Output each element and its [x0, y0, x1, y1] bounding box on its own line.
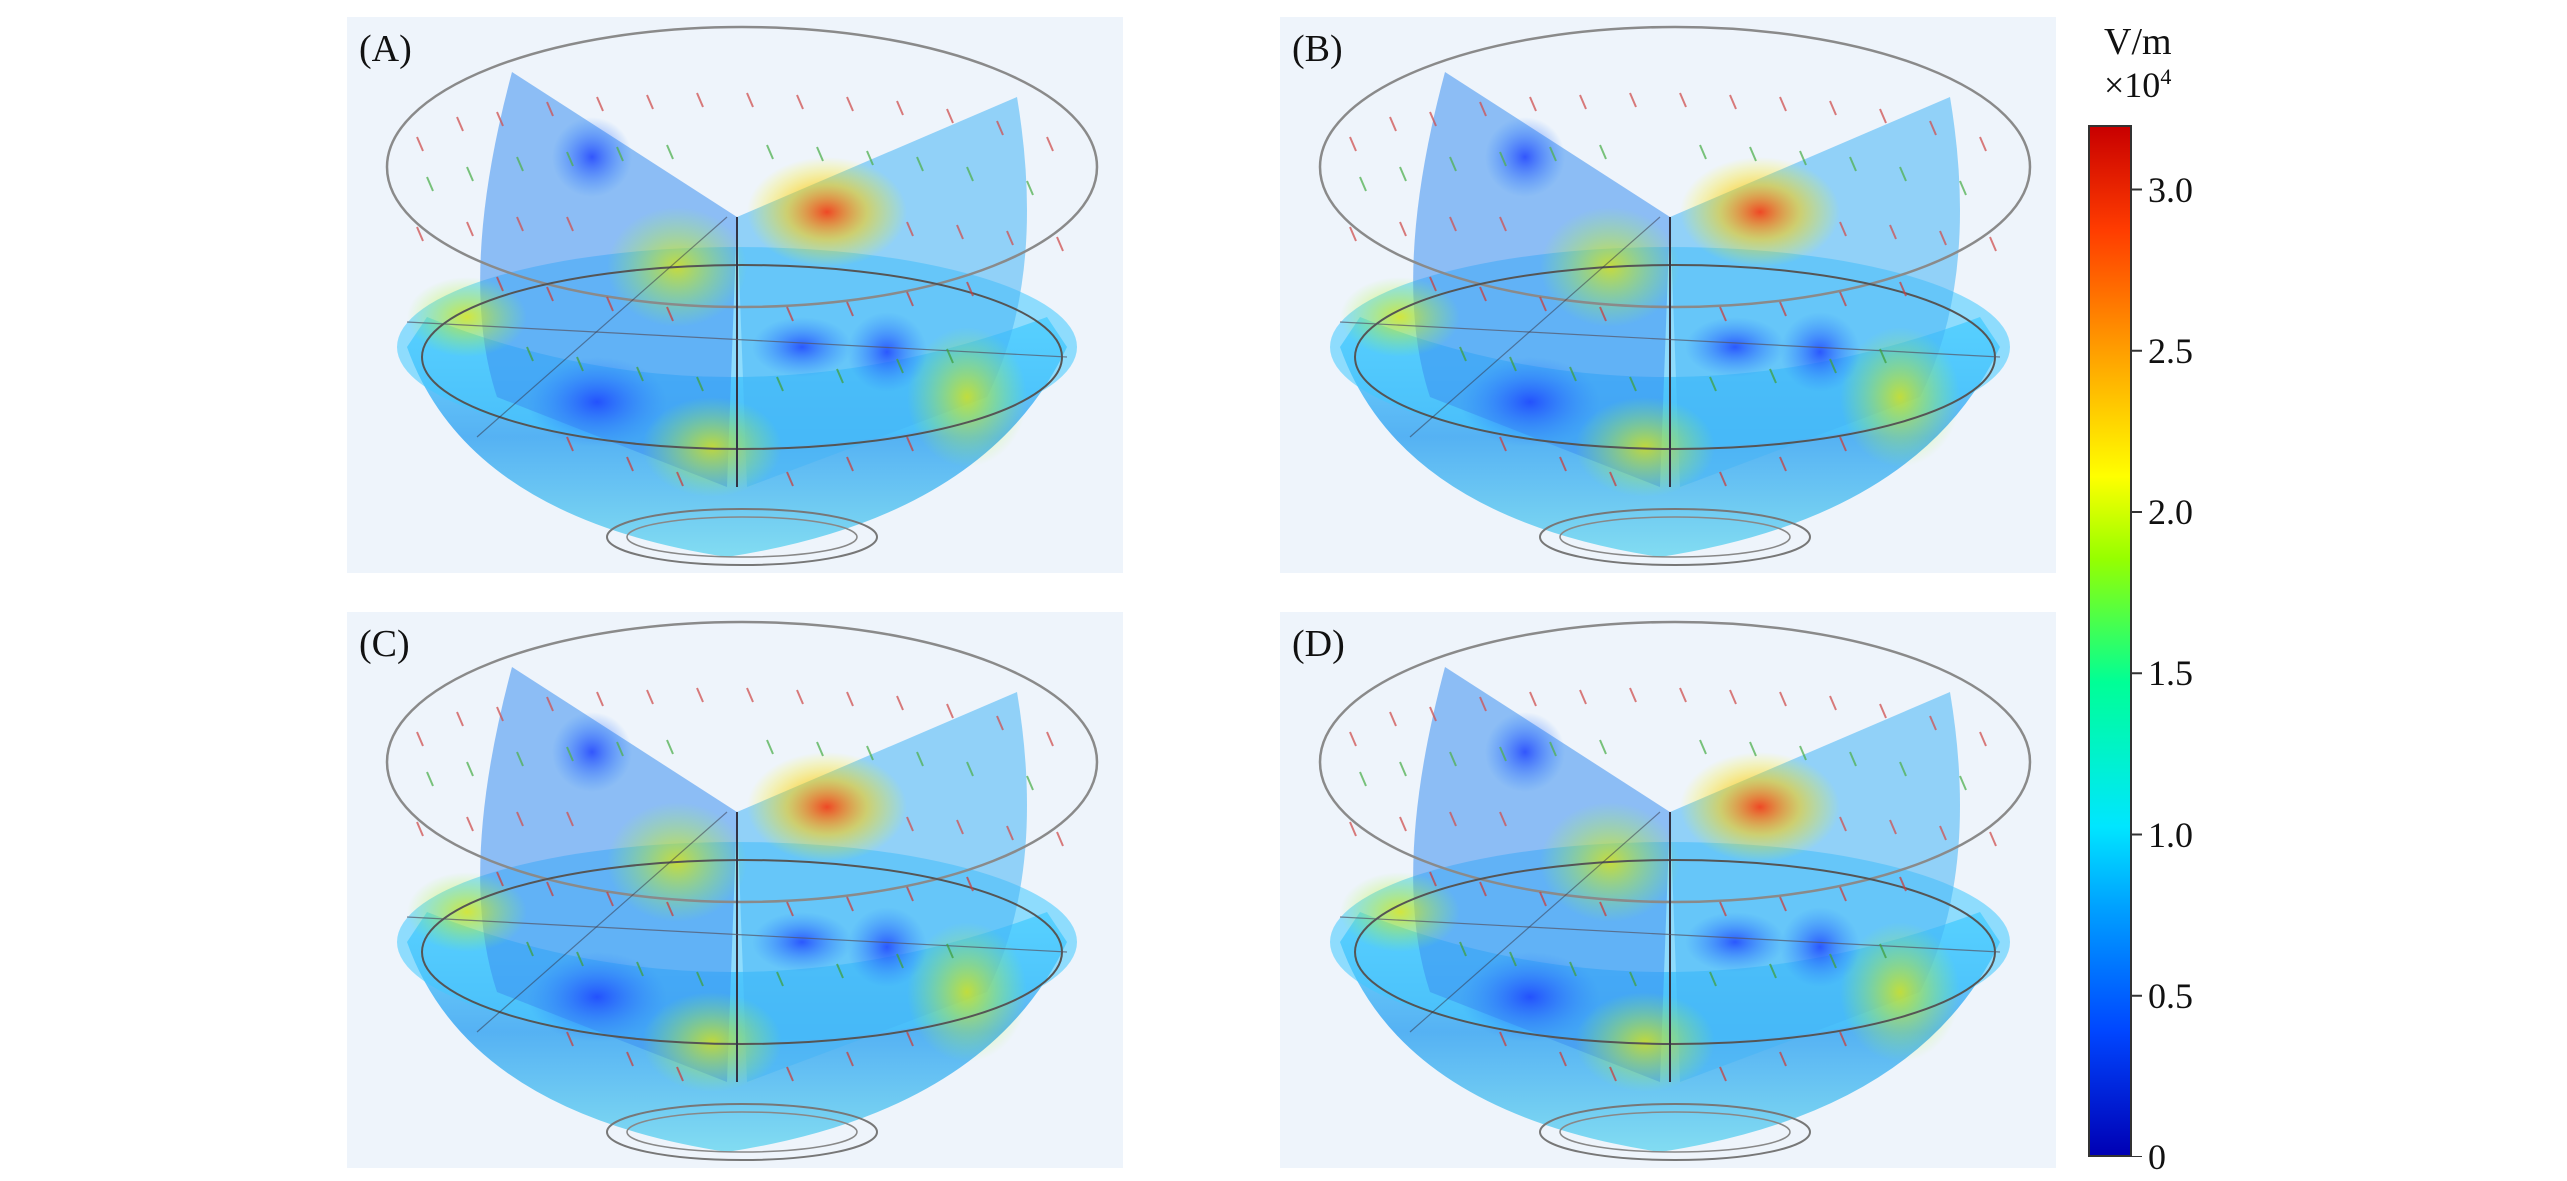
colorbar-tick-label-5: 0.5	[2148, 975, 2193, 1016]
panel-c: (C)	[347, 612, 1123, 1168]
colorbar	[2088, 125, 2132, 1157]
panel-d: (D)	[1280, 612, 2056, 1168]
colorbar-multiplier-exponent: 4	[2160, 64, 2172, 89]
colorbar-tick-label-0: 3.0	[2148, 169, 2193, 210]
colorbar-tick-label-3: 1.5	[2148, 653, 2193, 694]
colorbar-tick-label-6: 0	[2148, 1137, 2166, 1177]
colorbar-tick-marks	[2132, 188, 2142, 1157]
panel-label-b: (B)	[1292, 28, 1343, 70]
colorbar-tick-label-2: 2.0	[2148, 492, 2193, 532]
field-plot-a	[347, 17, 1123, 573]
field-plot-b	[1280, 17, 2056, 573]
field-plot-d	[1280, 612, 2056, 1168]
panel-label-a: (A)	[359, 28, 412, 70]
colorbar-unit: V/m	[2104, 21, 2172, 63]
panel-a: (A)	[347, 17, 1123, 573]
panel-label-d: (D)	[1292, 623, 1345, 665]
panel-b: (B)	[1280, 17, 2056, 573]
colorbar-multiplier-base: ×10	[2104, 65, 2161, 105]
colorbar-multiplier: ×104	[2104, 64, 2171, 106]
field-plot-c	[347, 612, 1123, 1168]
colorbar-tick-label-1: 2.5	[2148, 330, 2193, 371]
colorbar-tick-label-4: 1.0	[2148, 814, 2193, 855]
panel-label-c: (C)	[359, 623, 410, 665]
